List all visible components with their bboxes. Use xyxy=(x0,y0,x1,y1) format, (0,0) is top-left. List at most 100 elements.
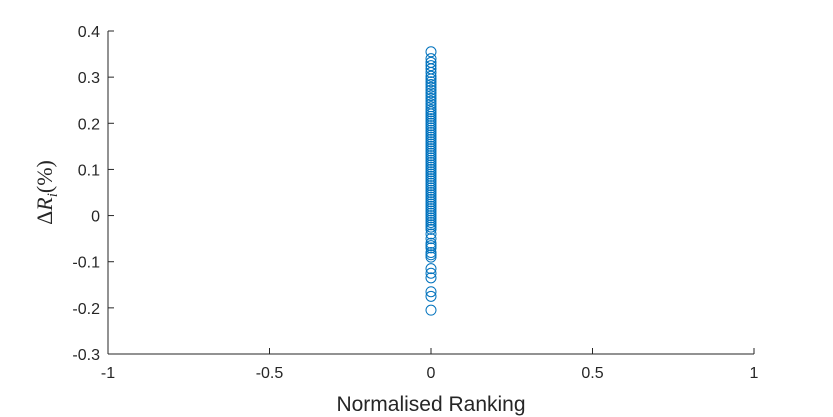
data-point xyxy=(425,221,437,233)
data-point xyxy=(425,145,437,157)
data-point xyxy=(425,212,437,224)
data-point xyxy=(425,147,437,159)
data-point xyxy=(425,272,437,284)
x-ticks: -1 -0.5 0 0.5 1 xyxy=(101,348,759,382)
data-point xyxy=(425,216,437,228)
data-point xyxy=(425,246,437,258)
data-point xyxy=(425,117,437,129)
svg-text:ΔRi(%): ΔRi(%) xyxy=(32,160,61,225)
data-point xyxy=(425,228,437,240)
data-point xyxy=(425,196,437,208)
data-point xyxy=(425,143,437,155)
data-point xyxy=(425,210,437,222)
data-point xyxy=(425,193,437,205)
data-point xyxy=(425,46,437,58)
data-point xyxy=(425,87,437,99)
data-point xyxy=(425,198,437,210)
data-point xyxy=(425,150,437,162)
data-point xyxy=(425,223,437,235)
data-point xyxy=(425,161,437,173)
y-axis-title-variable: R xyxy=(32,197,57,212)
y-tick-label: -0.1 xyxy=(72,255,100,272)
data-point xyxy=(425,242,437,254)
data-point xyxy=(425,182,437,194)
data-point xyxy=(425,108,437,120)
y-tick-label: 0.3 xyxy=(78,70,100,87)
x-tick-label: 0.5 xyxy=(581,365,603,382)
data-point xyxy=(425,60,437,72)
data-point xyxy=(425,166,437,178)
data-point xyxy=(425,103,437,115)
data-point xyxy=(425,168,437,180)
x-tick-label: -1 xyxy=(101,365,115,382)
data-point xyxy=(425,84,437,96)
y-axis-title-subscript: i xyxy=(45,193,61,197)
data-point xyxy=(425,267,437,279)
data-point xyxy=(425,115,437,127)
y-axis-title: ΔRi(%) xyxy=(32,160,61,225)
data-point xyxy=(425,120,437,132)
data-point xyxy=(425,177,437,189)
data-point xyxy=(425,76,437,88)
data-point xyxy=(425,138,437,150)
data-point xyxy=(425,251,437,263)
y-axis-title-unit: (%) xyxy=(32,160,57,193)
data-point xyxy=(425,233,437,245)
data-point xyxy=(425,237,437,249)
y-tick-label: 0.1 xyxy=(78,162,100,179)
data-point xyxy=(425,90,437,102)
data-point xyxy=(425,214,437,226)
y-tick-label: 0.4 xyxy=(78,24,100,41)
data-point xyxy=(425,290,437,302)
data-point xyxy=(425,159,437,171)
data-point xyxy=(425,110,437,122)
data-point xyxy=(425,127,437,139)
data-point xyxy=(425,129,437,141)
data-point xyxy=(425,191,437,203)
data-point xyxy=(425,205,437,217)
data-point xyxy=(425,263,437,275)
data-point xyxy=(425,133,437,145)
data-point xyxy=(425,113,437,125)
data-point xyxy=(425,175,437,187)
y-tick-label: -0.3 xyxy=(72,347,100,364)
y-axis-title-delta: Δ xyxy=(32,211,57,225)
y-tick-label: 0 xyxy=(91,209,100,226)
data-point xyxy=(425,157,437,169)
y-tick-label: 0.2 xyxy=(78,116,100,133)
data-point xyxy=(425,203,437,215)
data-point xyxy=(425,187,437,198)
x-tick-label: -0.5 xyxy=(256,365,284,382)
data-point xyxy=(425,106,437,118)
data-point xyxy=(425,170,437,182)
x-axis-title: Normalised Ranking xyxy=(336,393,525,416)
data-point xyxy=(425,79,437,91)
data-point xyxy=(425,70,437,82)
data-point xyxy=(425,249,437,261)
data-point xyxy=(425,180,437,192)
data-point xyxy=(425,131,437,143)
data-point xyxy=(425,304,437,316)
x-tick-label: 0 xyxy=(427,365,436,382)
data-point xyxy=(425,286,437,298)
data-point xyxy=(425,73,437,85)
data-point xyxy=(425,240,437,252)
data-point xyxy=(425,184,437,196)
data-point xyxy=(425,207,437,219)
x-tick-label: 1 xyxy=(750,365,759,382)
y-tick-label: -0.2 xyxy=(72,301,100,318)
data-point xyxy=(425,81,437,93)
data-point xyxy=(425,122,437,134)
data-point xyxy=(425,163,437,175)
data-point xyxy=(425,219,437,231)
data-point xyxy=(425,92,437,104)
data-point xyxy=(425,140,437,152)
y-ticks: -0.3 -0.2 -0.1 0 0.1 0.2 0.3 0.4 xyxy=(72,24,114,364)
data-point xyxy=(425,189,437,201)
data-point xyxy=(425,124,437,136)
data-point xyxy=(425,152,437,164)
data-point xyxy=(425,95,437,107)
data-point xyxy=(425,173,437,185)
data-points xyxy=(425,46,437,316)
